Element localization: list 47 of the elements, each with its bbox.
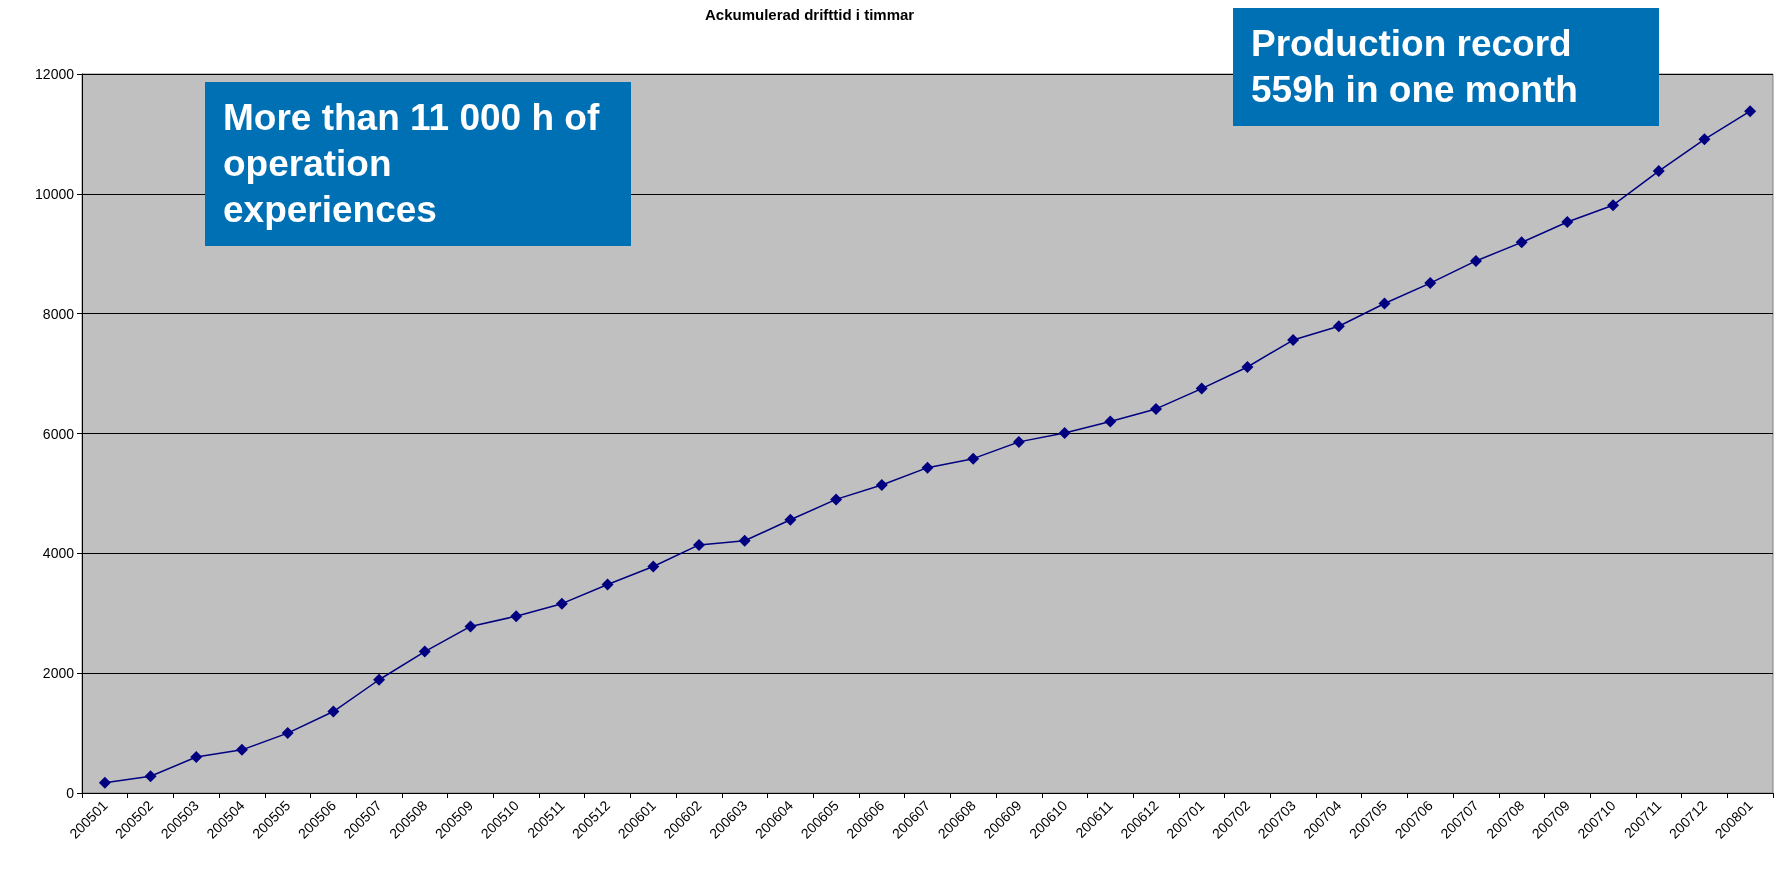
- point: [875, 479, 888, 492]
- point: [555, 597, 568, 610]
- y-tick-label: 2000: [42, 665, 75, 682]
- point: [921, 461, 934, 474]
- point: [464, 620, 477, 633]
- point: [647, 560, 660, 573]
- chart-title: Ackumulerad drifttid i timmar: [705, 6, 915, 23]
- point: [967, 452, 980, 465]
- point: [1104, 415, 1117, 428]
- point: [784, 513, 797, 526]
- point: [1652, 165, 1665, 178]
- point: [510, 610, 523, 623]
- point: [1744, 105, 1757, 118]
- point: [1332, 320, 1345, 333]
- point: [1012, 435, 1025, 448]
- point: [418, 645, 431, 658]
- point: [1195, 382, 1208, 395]
- y-tick-label: 8000: [42, 305, 75, 322]
- point: [1424, 277, 1437, 290]
- annotation: Production record 559h in one month: [1251, 22, 1582, 110]
- y-tick-label: 4000: [42, 545, 75, 562]
- y-tick-label: 12000: [35, 66, 75, 82]
- point: [1561, 215, 1574, 228]
- point: [1607, 199, 1620, 212]
- point: [1058, 426, 1071, 439]
- point: [692, 538, 705, 551]
- point: [1378, 297, 1391, 310]
- point: [327, 705, 340, 718]
- point: [190, 751, 203, 764]
- point: [738, 534, 751, 547]
- annotation: More than 11 000 h of operation experiences: [223, 96, 610, 230]
- point: [1515, 236, 1528, 249]
- y-tick-label: 6000: [42, 425, 75, 442]
- point: [281, 727, 294, 740]
- point: [98, 776, 111, 789]
- y-tick-label: 10000: [35, 185, 75, 202]
- y-tick-label: 0: [66, 785, 75, 801]
- point: [1241, 360, 1254, 373]
- point: [830, 493, 843, 506]
- point: [144, 770, 157, 783]
- point: [601, 578, 614, 591]
- point: [235, 743, 248, 756]
- point: [1698, 133, 1711, 146]
- point: [1469, 254, 1482, 267]
- point: [373, 673, 386, 686]
- point: [1287, 334, 1300, 347]
- point: [1150, 402, 1163, 415]
